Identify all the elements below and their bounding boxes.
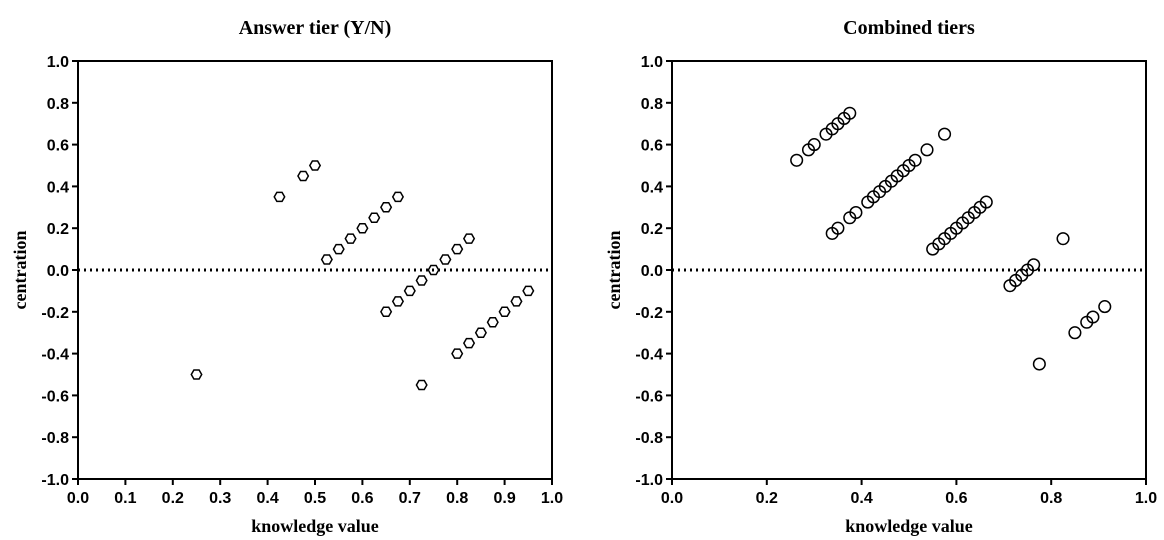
data-point [344, 233, 357, 244]
data-point [368, 212, 381, 223]
y-tick-label: -0.8 [41, 430, 69, 447]
data-point [451, 348, 464, 359]
data-point [451, 243, 464, 255]
x-tick-label: 0.0 [661, 490, 683, 507]
data-point [391, 296, 405, 307]
data-point [462, 337, 476, 349]
x-axis-label: knowledge value [251, 516, 379, 536]
x-tick-label: 0.6 [351, 490, 373, 507]
x-tick-label: 0.8 [1040, 490, 1062, 507]
y-tick-label: 1.0 [47, 54, 69, 71]
x-tick-label: 0.6 [945, 490, 967, 507]
y-axis-label: centration [604, 231, 624, 310]
x-tick-label: 0.5 [304, 490, 326, 507]
y-tick-label: 0.4 [47, 179, 69, 196]
x-tick-label: 0.0 [67, 490, 89, 507]
x-tick-label: 0.2 [756, 490, 778, 507]
data-point [1068, 326, 1082, 340]
y-tick-label: -1.0 [41, 472, 69, 489]
data-point [474, 327, 487, 338]
data-point [273, 191, 286, 203]
data-point [297, 170, 310, 182]
y-tick-label: 0.4 [641, 179, 663, 196]
x-tick-label: 0.9 [493, 490, 515, 507]
data-point [849, 205, 863, 220]
data-point [427, 264, 440, 276]
y-axis-label: centration [10, 231, 30, 310]
data-point [498, 306, 511, 318]
x-tick-label: 0.4 [850, 490, 872, 507]
data-point [1027, 258, 1041, 272]
x-tick-label: 0.3 [209, 490, 231, 507]
chart-title: Combined tiers [843, 17, 975, 39]
data-point [415, 275, 428, 286]
data-point [807, 138, 821, 152]
y-tick-label: 0.6 [47, 138, 69, 155]
y-tick-label: -0.4 [635, 347, 663, 364]
chart-answer-tier: Answer tier (Y/N) knowledge value centra… [10, 17, 563, 536]
y-tick-label: -0.8 [635, 430, 663, 447]
data-point [356, 222, 369, 234]
data-point [462, 233, 476, 244]
data-point [843, 106, 857, 120]
data-point [1032, 357, 1046, 371]
data-point [1086, 310, 1100, 324]
chart-combined-tiers: Combined tiers knowledge value centratio… [604, 17, 1157, 536]
data-point [1098, 300, 1112, 314]
x-tick-label: 1.0 [1135, 490, 1157, 507]
x-tick-label: 0.1 [114, 490, 136, 507]
data-point [486, 317, 499, 328]
data-point [190, 369, 203, 380]
data-point [790, 153, 804, 167]
data-point [920, 143, 934, 157]
x-tick-label: 1.0 [541, 490, 563, 507]
data-point [391, 191, 405, 203]
data-point [380, 306, 393, 318]
y-tick-label: -0.6 [635, 388, 663, 405]
x-tick-label: 0.4 [256, 490, 278, 507]
x-axis-label: knowledge value [845, 516, 973, 536]
y-tick-label: 0.0 [641, 263, 663, 280]
data-point [938, 127, 952, 141]
y-tick-label: 1.0 [641, 54, 663, 71]
y-tick-label: 0.6 [641, 138, 663, 155]
chart-title: Answer tier (Y/N) [239, 17, 392, 39]
y-tick-label: 0.8 [47, 96, 69, 113]
x-tick-label: 0.8 [446, 490, 468, 507]
data-point [522, 285, 535, 297]
data-point [439, 254, 452, 265]
data-point [403, 285, 416, 297]
data-point [308, 160, 322, 171]
y-tick-label: 0.8 [641, 96, 663, 113]
data-point [320, 254, 333, 265]
y-tick-label: -0.2 [41, 305, 69, 322]
x-tick-label: 0.2 [162, 490, 184, 507]
x-tick-label: 0.7 [399, 490, 421, 507]
data-point [415, 379, 428, 391]
y-tick-label: 0.2 [641, 221, 663, 238]
data-point [1056, 232, 1070, 246]
y-tick-label: -0.2 [635, 305, 663, 322]
data-point [908, 153, 922, 167]
y-tick-label: -0.4 [41, 347, 69, 364]
y-tick-label: 0.0 [47, 263, 69, 280]
y-tick-label: -1.0 [635, 472, 663, 489]
data-point [332, 243, 345, 255]
data-point [510, 296, 523, 307]
data-point [979, 195, 993, 209]
data-point [831, 221, 845, 235]
y-tick-label: 0.2 [47, 221, 69, 238]
data-point [380, 202, 393, 213]
y-tick-label: -0.6 [41, 388, 69, 405]
